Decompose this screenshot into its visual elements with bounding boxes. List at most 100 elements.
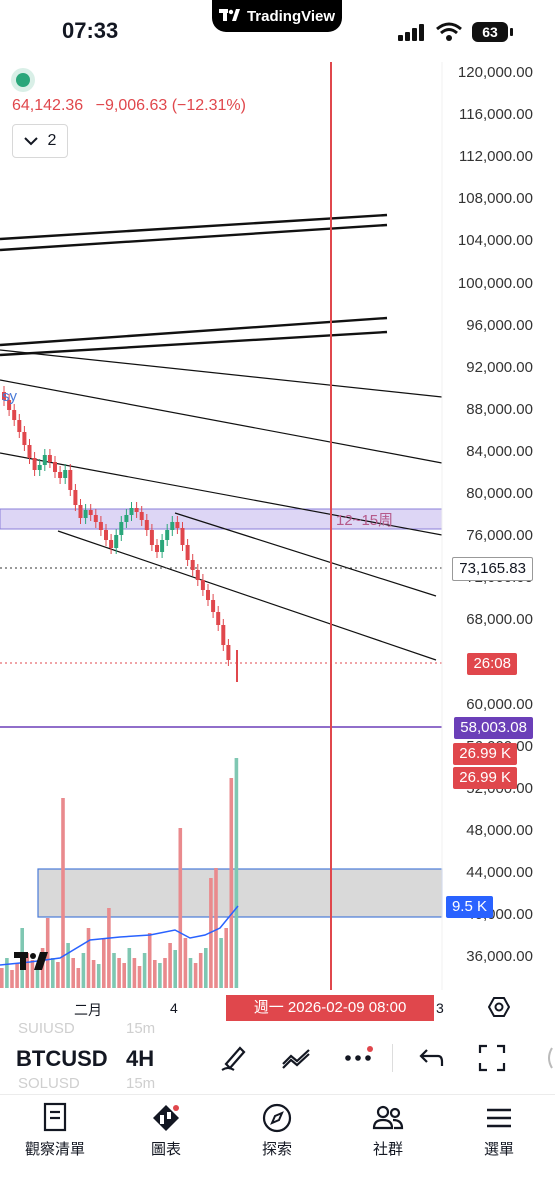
volume-bar (158, 963, 162, 988)
candle (104, 530, 108, 540)
volume-bar (183, 938, 188, 988)
candle (216, 612, 221, 625)
drawing-tool-icon[interactable] (218, 1042, 250, 1074)
volume-bar (122, 963, 126, 988)
level-badge: 58,003.08 (454, 717, 533, 739)
candle (109, 540, 114, 548)
chart-icon (153, 1105, 179, 1131)
volume-bar (117, 958, 121, 988)
volume-ma-line (0, 905, 239, 966)
candle (12, 410, 17, 420)
price-tick-label: 116,000.00 (459, 106, 533, 124)
candle (27, 445, 32, 458)
volume-bar (193, 963, 198, 988)
price-tick-label: 100,000.00 (457, 274, 533, 292)
candle (149, 530, 154, 545)
volume-bar (25, 953, 30, 988)
price-tick-label: 60,000.00 (466, 695, 533, 713)
price-tick-label: 112,000.00 (459, 148, 533, 166)
more-tools-icon[interactable] (538, 1042, 555, 1074)
price-chart[interactable] (0, 62, 555, 1022)
volume-bar (127, 948, 132, 988)
candle (190, 560, 195, 570)
nav-explore[interactable]: 探索 (222, 1100, 332, 1159)
candle (211, 600, 216, 612)
tradingview-pill-label: TradingView (246, 7, 336, 25)
candle (180, 528, 185, 545)
more-options-icon[interactable] (342, 1042, 374, 1074)
fullscreen-icon[interactable] (476, 1042, 508, 1074)
candle (226, 645, 231, 660)
indicator-count: 2 (47, 132, 57, 149)
candle (134, 508, 139, 512)
volume-bar (66, 943, 70, 988)
nav-menu-label: 選單 (483, 1141, 514, 1158)
price-tick-label: 76,000.00 (466, 527, 533, 545)
nav-chart[interactable]: 圖表 (111, 1100, 221, 1159)
volume-bar (102, 938, 106, 988)
crosshair-date-badge: 週一 2026-02-09 08:00 (226, 995, 434, 1021)
candle (37, 465, 42, 470)
price-tick-label: 68,000.00 (466, 611, 533, 629)
volume-bar (5, 958, 9, 988)
candle (206, 590, 210, 600)
price-tick-label: 92,000.00 (466, 358, 533, 376)
nav-menu[interactable]: 選單 (444, 1100, 554, 1159)
ghost-timeframe-2: 15m (126, 1075, 156, 1092)
volume-badge-2: 26.99 K (453, 767, 517, 789)
nav-chart-label: 圖表 (150, 1141, 181, 1158)
volume-bar (10, 970, 14, 988)
candles[interactable] (2, 386, 238, 682)
signal-icon (398, 24, 424, 41)
compass-icon (262, 1103, 292, 1133)
toolbar-divider (392, 1044, 393, 1072)
symbol-button[interactable]: BTCUSD (16, 1046, 108, 1071)
countdown-badge: 26:08 (467, 653, 517, 675)
nav-explore-label: 探索 (261, 1141, 292, 1158)
volume-bar (56, 962, 60, 988)
volume-bar (224, 928, 228, 988)
collapse-indicators-button[interactable]: 2 (12, 124, 68, 158)
candle (88, 510, 93, 515)
candle (221, 625, 226, 645)
candle (47, 455, 52, 462)
volume-bar (96, 964, 101, 988)
candle (200, 580, 205, 590)
chart-settings-icon[interactable] (488, 996, 510, 1018)
candle (32, 458, 37, 470)
volume-bar (35, 966, 40, 988)
trend-lines[interactable] (0, 349, 443, 661)
partial-label: sy (2, 388, 17, 405)
candle (129, 508, 134, 515)
candle (78, 505, 83, 518)
bottom-navigation (0, 1094, 555, 1201)
nav-watchlist[interactable]: 觀察清單 (0, 1100, 110, 1159)
volume-zone[interactable] (37, 868, 443, 918)
candle (58, 472, 63, 478)
timeframe-button[interactable]: 4H (126, 1046, 155, 1071)
channel-lines[interactable] (0, 213, 388, 357)
battery-icon: 63 (472, 22, 508, 42)
price-tick-label: 48,000.00 (466, 821, 533, 839)
candle (160, 540, 165, 552)
volume-bar (219, 938, 223, 988)
tradingview-logo-icon (218, 9, 240, 21)
volume-bar (214, 868, 218, 988)
price-tick-label: 80,000.00 (466, 485, 533, 502)
price-tick-label: 96,000.00 (466, 316, 533, 334)
market-status-icon (16, 73, 30, 87)
candle (63, 470, 68, 478)
trend-line-tool-icon[interactable] (280, 1042, 312, 1074)
candle (185, 545, 190, 560)
volume-bar (188, 958, 193, 988)
candle (93, 515, 98, 522)
candle (17, 420, 22, 432)
price-tick-label: 36,000.00 (466, 948, 533, 966)
nav-community[interactable]: 社群 (333, 1100, 443, 1159)
volume-bar (178, 828, 183, 988)
tradingview-watermark-icon (14, 952, 48, 970)
volume-bar (198, 953, 203, 988)
candle (98, 522, 103, 530)
undo-icon[interactable] (414, 1042, 446, 1074)
candle (73, 490, 78, 505)
